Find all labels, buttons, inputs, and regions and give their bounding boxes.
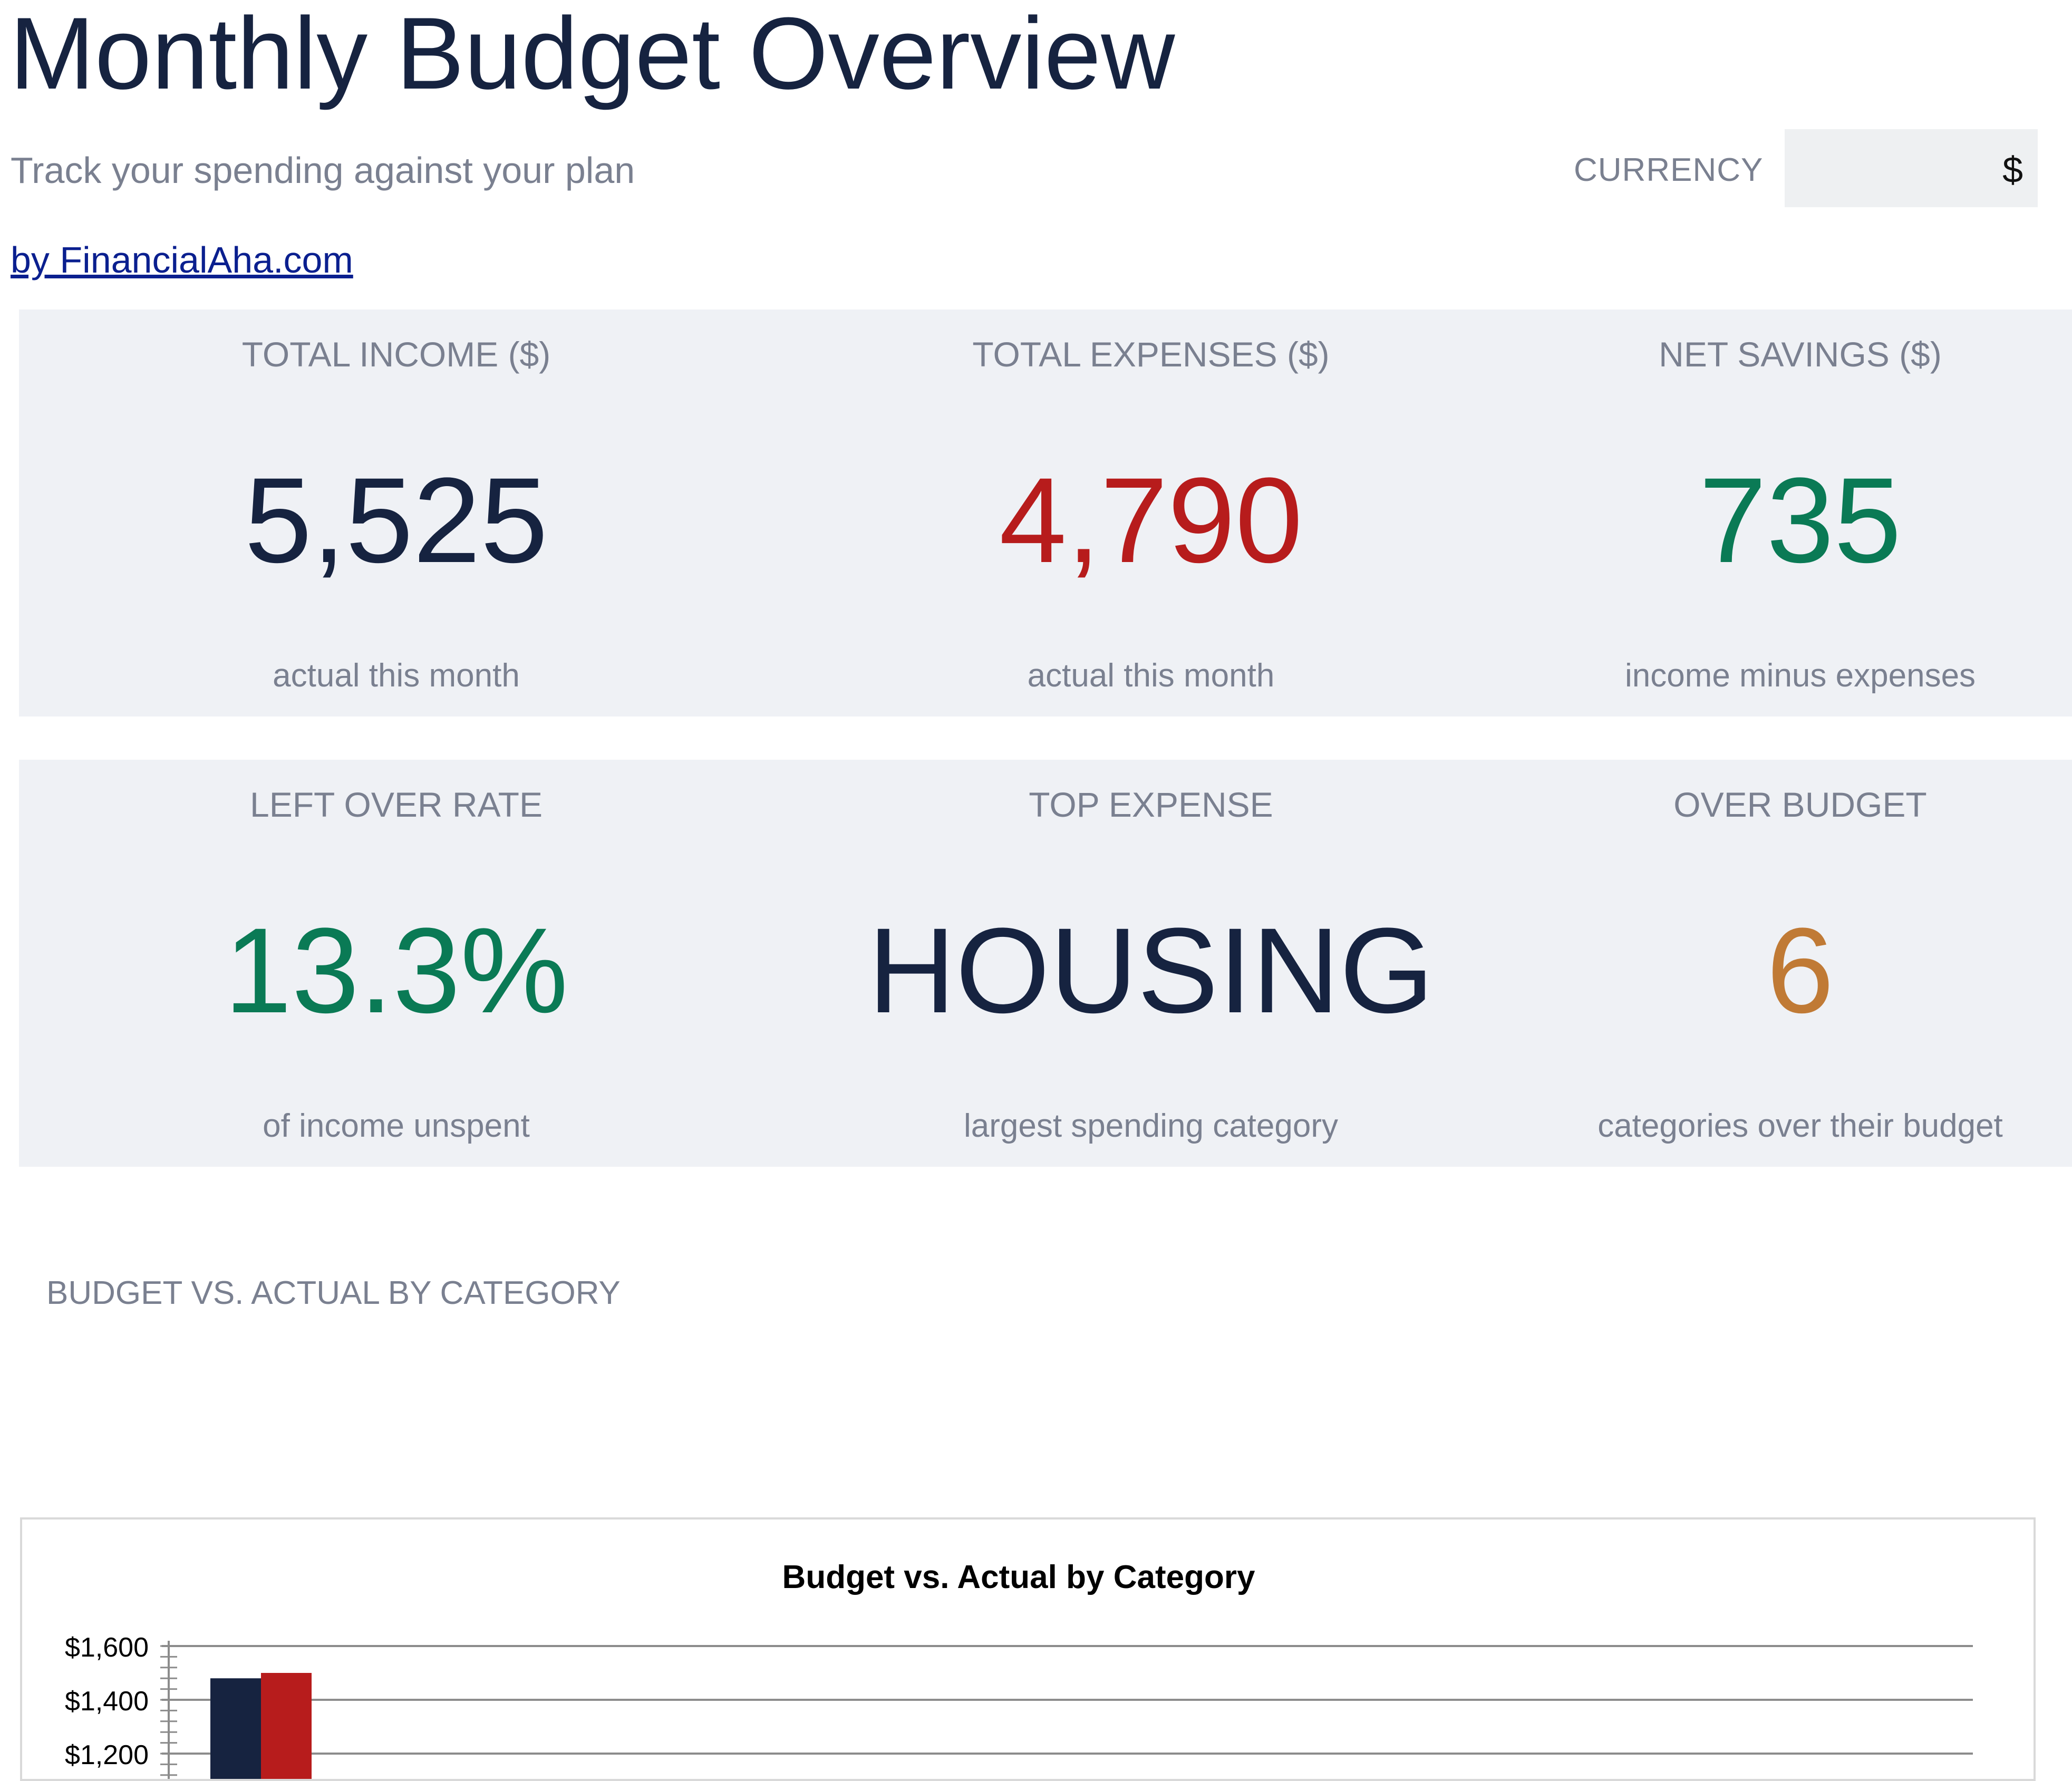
kpi-value: 13.3% [224, 903, 568, 1038]
kpi-label: OVER BUDGET [1673, 785, 1927, 824]
bar-series-2 [261, 1673, 312, 1779]
kpi-top-expense: TOP EXPENSE HOUSING largest spending cat… [773, 760, 1528, 1167]
kpi-net-savings: NET SAVINGS ($) 735 income minus expense… [1528, 309, 2072, 717]
kpi-value: 5,525 [244, 452, 548, 588]
budget-chart[interactable]: Budget vs. Actual by Category $1,600 $1,40… [20, 1517, 2036, 1781]
kpi-panel-insights: LEFT OVER RATE 13.3% of income unspent T… [19, 760, 2072, 1167]
kpi-total-expenses: TOTAL EXPENSES ($) 4,790 actual this mon… [773, 309, 1528, 717]
kpi-label: NET SAVINGS ($) [1659, 335, 1942, 374]
kpi-value: 6 [1766, 903, 1834, 1038]
kpi-caption: largest spending category [963, 1108, 1338, 1144]
currency-value: $ [2002, 149, 2023, 190]
y-tick-label: $1,400 [65, 1686, 149, 1717]
kpi-caption: of income unspent [263, 1108, 530, 1144]
section-title: BUDGET VS. ACTUAL BY CATEGORY [46, 1275, 621, 1311]
chart-plot: Budget vs. Actual by Category $1,600 $1,40… [65, 1559, 1973, 1779]
y-tick-label: $1,600 [65, 1632, 149, 1663]
kpi-label: TOP EXPENSE [1029, 785, 1273, 824]
kpi-left-over-rate: LEFT OVER RATE 13.3% of income unspent [19, 760, 773, 1167]
kpi-caption: categories over their budget [1597, 1108, 2003, 1144]
currency-input[interactable]: $ [1785, 129, 2038, 207]
kpi-label: TOTAL INCOME ($) [241, 335, 551, 374]
chart-title: Budget vs. Actual by Category [782, 1559, 1255, 1595]
bar-series-1 [210, 1678, 261, 1779]
kpi-caption: actual this month [273, 657, 520, 694]
page-subtitle: Track your spending against your plan [11, 150, 635, 191]
page-title: Monthly Budget Overview [9, 0, 1175, 111]
byline-link[interactable]: by FinancialAha.com [11, 239, 353, 280]
kpi-value: 4,790 [999, 452, 1303, 588]
currency-label: CURRENCY [1574, 152, 1764, 188]
kpi-total-income: TOTAL INCOME ($) 5,525 actual this month [19, 309, 773, 717]
kpi-caption: actual this month [1027, 657, 1275, 694]
kpi-value: 735 [1699, 452, 1902, 588]
kpi-value: HOUSING [868, 903, 1434, 1038]
kpi-label: TOTAL EXPENSES ($) [972, 335, 1330, 374]
y-tick-label: $1,200 [65, 1740, 149, 1770]
kpi-panel-summary: TOTAL INCOME ($) 5,525 actual this month… [19, 309, 2072, 717]
kpi-label: LEFT OVER RATE [249, 785, 543, 824]
kpi-over-budget: OVER BUDGET 6 categories over their budg… [1528, 760, 2072, 1167]
kpi-caption: income minus expenses [1624, 657, 1976, 694]
